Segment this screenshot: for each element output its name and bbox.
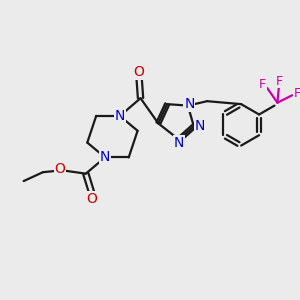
Text: N: N [100, 150, 110, 164]
Text: N: N [115, 109, 125, 123]
Text: N: N [184, 97, 195, 111]
Text: N: N [174, 136, 184, 150]
Text: O: O [86, 192, 97, 206]
Text: O: O [54, 162, 65, 176]
Text: O: O [134, 65, 145, 79]
Text: F: F [275, 75, 283, 88]
Text: F: F [259, 78, 266, 91]
Text: N: N [194, 119, 205, 133]
Text: F: F [294, 87, 300, 100]
